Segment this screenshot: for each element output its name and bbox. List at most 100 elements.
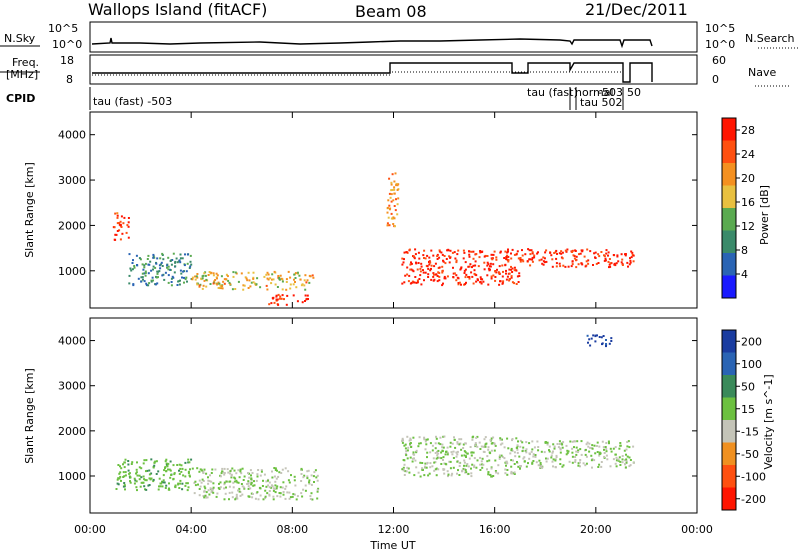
velocity-cell-0 [122,476,125,478]
power-cell-1 [183,264,186,267]
velocity-cell-0 [135,468,138,471]
velocity-cell-1 [256,491,259,494]
velocity-cell-3 [534,455,537,458]
power-cell-2 [272,278,275,281]
velocity-cell-1 [264,497,267,500]
velocity-cell-0 [187,486,190,489]
velocity-cell-1 [275,487,278,490]
power-cell-4 [410,261,412,264]
power-cell-0 [119,220,122,223]
velocity-cell-3 [619,444,622,447]
power-cell-5 [571,249,574,252]
power-cell-6 [395,198,397,201]
velocity-cell-0 [119,471,122,474]
velocity-cell-2 [434,447,437,450]
power-cell-5 [562,264,565,267]
velocity-cell-1 [212,482,215,485]
power-cell-2 [202,274,205,277]
velocity-cell-3 [579,459,582,461]
velocity-cell-2 [446,451,449,454]
power-cell-5 [558,252,561,255]
velocity-cell-1 [242,486,245,489]
velocity-cell-2 [481,466,484,469]
velocity-cell-0 [174,484,177,487]
velocity-cell-2 [460,438,463,441]
power-cell-4 [430,249,433,252]
velocity-cell-0 [169,476,172,479]
velocity-cell-1 [235,493,238,496]
velocity-cell-0 [123,484,126,487]
power-cell-4 [470,250,473,253]
power-cell-5 [530,249,533,252]
power-cell-2 [304,274,307,277]
power-cell-5 [594,256,596,259]
power-cell-5 [551,265,554,268]
power-cell-5 [621,258,624,261]
velocity-cell-1 [236,481,239,484]
power-cell-4 [499,280,501,283]
power-cell-1 [181,276,183,279]
velocity-cell-1 [200,481,203,484]
y-tick-label: 3000 [58,380,86,393]
power-cell-2 [277,275,280,277]
velocity-cell-0 [145,488,148,491]
velocity-cell-1 [208,480,211,483]
power-cell-5 [567,265,570,268]
velocity-cell-3 [618,456,621,459]
velocity-cell-1 [258,486,261,489]
power-cell-2 [311,274,314,277]
power-cell-4 [480,282,483,285]
velocity-cell-3 [573,446,575,449]
velocity-cell-2 [419,475,422,478]
velocity-colorbar-blocks [721,329,737,511]
velocity-cell-3 [550,454,553,457]
power-colorbar-block [722,275,736,298]
velocity-cell-1 [267,479,269,482]
velocity-cell-0 [164,467,166,470]
velocity-cell-0 [188,461,191,464]
power-cell-1 [152,256,155,259]
power-cell-2 [225,278,228,281]
power-cell-5 [521,254,524,257]
velocity-cell-2 [419,442,422,445]
velocity-cell-1 [250,474,252,477]
power-cell-1 [163,278,166,281]
power-cell-2 [285,288,288,291]
power-cell-4 [486,255,489,257]
velocity-cell-0 [129,480,131,483]
velocity-cell-2 [483,438,486,441]
velocity-cell-0 [178,472,181,475]
velocity-cell-1 [231,496,234,499]
power-cell-4 [449,249,452,252]
power-cell-4 [517,257,520,260]
velocity-cell-2 [474,442,477,445]
power-cell-4 [443,275,446,278]
velocity-cell-2 [414,459,417,462]
power-cell-0 [116,230,119,232]
power-cell-1 [170,277,173,280]
velocity-cell-2 [465,456,467,458]
power-cell-1 [143,266,146,269]
power-cell-5 [612,254,615,256]
velocity-cell-2 [408,439,411,442]
velocity-cell-1 [272,489,275,492]
power-cell-5 [540,258,543,261]
power-cell-1 [158,270,161,273]
velocity-cell-0 [150,477,153,480]
velocity-cell-2 [458,462,461,465]
velocity-cell-1 [251,496,254,499]
power-cell-2 [287,270,290,273]
velocity-cell-2 [470,467,472,470]
velocity-cell-2 [407,467,410,470]
power-cell-2 [271,273,274,276]
velocity-cell-2 [480,460,483,463]
velocity-cell-3 [632,461,635,464]
power-cell-4 [416,268,419,271]
power-cell-5 [631,251,634,254]
velocity-cell-0 [135,472,137,475]
power-cell-4 [519,258,522,261]
velocity-cell-2 [483,451,486,453]
power-cell-6 [394,172,397,175]
velocity-cell-0 [165,462,168,465]
power-cell-2 [278,278,281,281]
